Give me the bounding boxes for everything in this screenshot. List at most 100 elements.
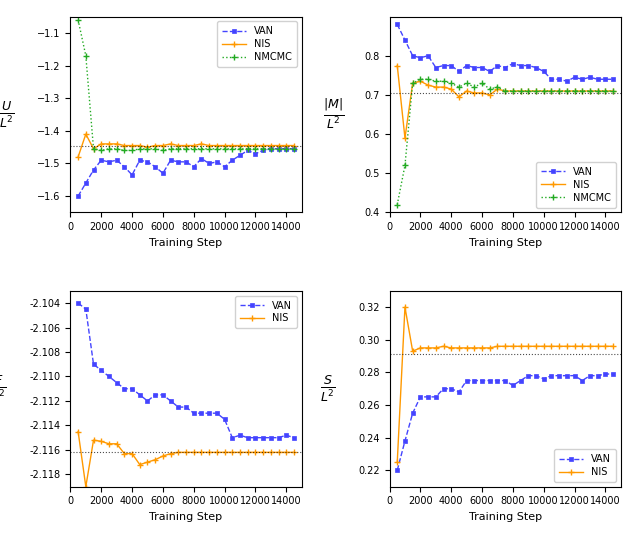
- NIS: [524, 343, 532, 349]
- VAN: [432, 64, 440, 71]
- NMCMC: [244, 145, 252, 152]
- NIS: [509, 343, 516, 349]
- NIS: [609, 88, 617, 95]
- NMCMC: [113, 145, 120, 152]
- VAN: [74, 193, 82, 200]
- VAN: [105, 159, 113, 165]
- NIS: [136, 142, 143, 149]
- VAN: [470, 377, 478, 384]
- NIS: [221, 142, 228, 149]
- VAN: [175, 404, 182, 410]
- NMCMC: [579, 88, 586, 95]
- NMCMC: [609, 88, 617, 95]
- Line: VAN: VAN: [395, 22, 615, 84]
- NIS: [401, 304, 409, 310]
- NMCMC: [455, 84, 463, 91]
- NMCMC: [151, 145, 159, 152]
- VAN: [563, 372, 571, 379]
- NMCMC: [470, 84, 478, 91]
- NIS: [275, 142, 282, 149]
- VAN: [105, 373, 113, 380]
- NIS: [424, 345, 432, 351]
- VAN: [556, 76, 563, 82]
- VAN: [594, 76, 602, 82]
- VAN: [532, 64, 540, 71]
- VAN: [74, 300, 82, 306]
- NIS: [586, 343, 594, 349]
- NIS: [586, 88, 594, 95]
- NIS: [417, 345, 424, 351]
- NIS: [493, 343, 501, 349]
- NMCMC: [120, 147, 128, 154]
- NIS: [424, 82, 432, 88]
- Line: VAN: VAN: [76, 147, 296, 198]
- VAN: [532, 372, 540, 379]
- Line: NMCMC: NMCMC: [76, 17, 297, 153]
- NIS: [440, 343, 447, 349]
- VAN: [501, 377, 509, 384]
- NIS: [548, 88, 556, 95]
- NMCMC: [532, 88, 540, 95]
- NMCMC: [516, 88, 524, 95]
- VAN: [409, 53, 417, 59]
- NIS: [290, 142, 298, 149]
- VAN: [82, 180, 90, 186]
- NIS: [594, 88, 602, 95]
- VAN: [493, 62, 501, 69]
- VAN: [113, 157, 120, 164]
- VAN: [267, 145, 275, 152]
- NIS: [74, 154, 82, 160]
- NMCMC: [424, 76, 432, 82]
- NMCMC: [159, 147, 167, 154]
- VAN: [409, 410, 417, 416]
- VAN: [401, 37, 409, 44]
- NIS: [394, 459, 401, 466]
- VAN: [447, 62, 455, 69]
- NMCMC: [417, 76, 424, 82]
- NMCMC: [143, 145, 151, 152]
- VAN: [190, 164, 198, 170]
- NMCMC: [275, 145, 282, 152]
- NIS: [236, 449, 244, 456]
- NMCMC: [175, 145, 182, 152]
- Legend: VAN, NIS, NMCMC: VAN, NIS, NMCMC: [536, 162, 616, 207]
- VAN: [394, 21, 401, 28]
- NIS: [213, 142, 221, 149]
- NIS: [478, 90, 486, 96]
- VAN: [455, 68, 463, 75]
- NIS: [113, 140, 120, 147]
- VAN: [90, 166, 97, 173]
- VAN: [290, 434, 298, 441]
- VAN: [548, 76, 556, 82]
- NIS: [447, 345, 455, 351]
- NMCMC: [236, 145, 244, 152]
- NIS: [252, 142, 259, 149]
- VAN: [198, 155, 205, 162]
- VAN: [97, 367, 105, 374]
- NIS: [198, 140, 205, 147]
- VAN: [540, 375, 548, 382]
- NIS: [455, 93, 463, 100]
- NIS: [105, 140, 113, 147]
- NIS: [113, 441, 120, 447]
- Y-axis label: $\frac{S}{L^2}$: $\frac{S}{L^2}$: [320, 374, 335, 404]
- VAN: [143, 398, 151, 404]
- VAN: [205, 160, 213, 167]
- VAN: [236, 152, 244, 159]
- NIS: [120, 450, 128, 457]
- NIS: [175, 449, 182, 456]
- VAN: [97, 157, 105, 164]
- NIS: [579, 88, 586, 95]
- Legend: VAN, NIS, NMCMC: VAN, NIS, NMCMC: [217, 22, 297, 67]
- NMCMC: [478, 80, 486, 86]
- NIS: [213, 449, 221, 456]
- VAN: [602, 371, 609, 377]
- NIS: [440, 84, 447, 91]
- NMCMC: [463, 80, 470, 86]
- NIS: [82, 483, 90, 490]
- NMCMC: [282, 145, 290, 152]
- VAN: [563, 78, 571, 85]
- NIS: [182, 142, 190, 149]
- NIS: [105, 441, 113, 447]
- Line: NIS: NIS: [76, 131, 297, 160]
